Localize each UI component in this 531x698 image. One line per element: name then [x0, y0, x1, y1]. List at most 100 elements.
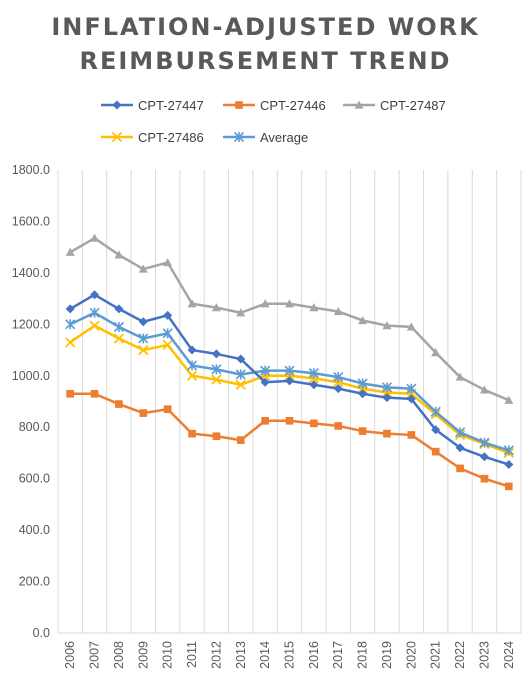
data-point	[334, 422, 343, 430]
data-point	[163, 258, 173, 267]
legend-item: CPT-27486	[100, 127, 204, 147]
data-point	[235, 101, 243, 109]
data-point	[504, 460, 514, 470]
legend-label: CPT-27487	[380, 97, 446, 113]
y-tick-label: 1600.0	[12, 214, 50, 228]
data-point	[260, 365, 271, 376]
legend-item: CPT-27487	[342, 95, 446, 115]
x-tick-label: 2023	[477, 641, 491, 669]
data-point	[90, 389, 99, 398]
data-point	[163, 310, 173, 320]
data-point	[357, 378, 368, 389]
data-point	[333, 371, 344, 383]
y-tick-label: 200.0	[19, 575, 50, 589]
data-point	[406, 322, 416, 331]
data-point	[112, 100, 122, 110]
data-point	[310, 419, 318, 428]
x-tick-label: 2021	[429, 641, 443, 669]
series-average	[65, 307, 514, 456]
data-point	[211, 349, 221, 359]
data-point	[236, 308, 246, 317]
data-point	[455, 372, 465, 381]
legend-label: Average	[260, 129, 309, 145]
y-tick-label: 0.0	[33, 626, 50, 640]
data-point	[309, 380, 319, 390]
data-point	[211, 303, 221, 312]
data-point	[187, 299, 197, 308]
x-tick-label: 2009	[136, 641, 150, 669]
data-point	[431, 425, 441, 435]
grid-lines	[57, 170, 522, 633]
y-tick-label: 1200.0	[12, 317, 50, 331]
data-point	[90, 290, 100, 300]
legend-label: CPT-27486	[138, 129, 204, 145]
data-point	[309, 303, 319, 312]
legend-item: CPT-27447	[100, 95, 204, 115]
x-tick-label: 2007	[88, 641, 102, 669]
data-point	[358, 315, 368, 325]
data-point	[260, 377, 270, 387]
data-point	[333, 384, 343, 394]
data-point	[480, 474, 489, 483]
data-point	[358, 389, 368, 399]
series-cpt-27447	[65, 290, 514, 470]
data-point	[65, 337, 76, 348]
data-point	[381, 382, 393, 393]
data-point	[90, 233, 100, 242]
data-point	[430, 406, 441, 417]
x-tick-label: 2022	[453, 641, 467, 669]
chart-title-line-1: INFLATION-ADJUSTED WORK	[51, 13, 480, 41]
data-point	[479, 385, 489, 394]
legend-swatch	[343, 100, 375, 109]
data-point	[503, 445, 514, 456]
data-point	[138, 333, 149, 344]
chart-title-line-2: REIMBURSEMENT TREND	[79, 47, 452, 75]
data-point	[65, 304, 75, 314]
x-tick-label: 2019	[380, 641, 394, 669]
data-point	[236, 436, 245, 444]
data-point	[261, 416, 269, 425]
data-point	[138, 344, 149, 356]
data-point	[479, 452, 489, 462]
data-point	[138, 317, 148, 327]
data-point	[235, 379, 246, 390]
data-point	[139, 409, 148, 417]
data-point	[235, 369, 246, 380]
x-axis-ticks: 2006 2007 2008 2009 2010 2011 2012 2013 2014 2015…	[63, 641, 516, 669]
data-point	[233, 131, 245, 143]
x-tick-label: 2013	[234, 641, 248, 669]
data-point	[186, 370, 198, 381]
legend-item: CPT-27446	[222, 95, 326, 115]
data-point	[260, 299, 270, 308]
data-point	[115, 400, 123, 408]
data-point	[111, 131, 123, 143]
data-point	[354, 100, 364, 109]
data-point	[285, 416, 294, 425]
data-point	[113, 321, 124, 332]
data-point	[455, 443, 465, 453]
data-point	[308, 368, 319, 379]
x-tick-label: 2006	[63, 641, 77, 669]
data-point	[212, 432, 221, 441]
data-point	[211, 374, 222, 385]
data-point	[383, 429, 391, 438]
legend-swatch	[223, 131, 255, 143]
data-point	[65, 319, 76, 330]
y-tick-label: 1000.0	[12, 369, 50, 383]
x-tick-label: 2011	[185, 641, 199, 668]
legend-label: CPT-27447	[138, 97, 204, 113]
data-point	[162, 328, 173, 339]
y-tick-label: 1800.0	[12, 163, 50, 177]
data-point	[504, 395, 514, 404]
legend-swatch	[223, 101, 255, 109]
data-point	[455, 427, 466, 438]
data-point	[431, 447, 440, 456]
data-point	[285, 299, 294, 308]
data-point	[66, 389, 75, 398]
data-point	[113, 333, 125, 344]
data-point	[65, 247, 75, 256]
data-point	[89, 307, 100, 318]
legend-item: Average	[222, 127, 308, 147]
x-tick-label: 2008	[112, 641, 126, 669]
